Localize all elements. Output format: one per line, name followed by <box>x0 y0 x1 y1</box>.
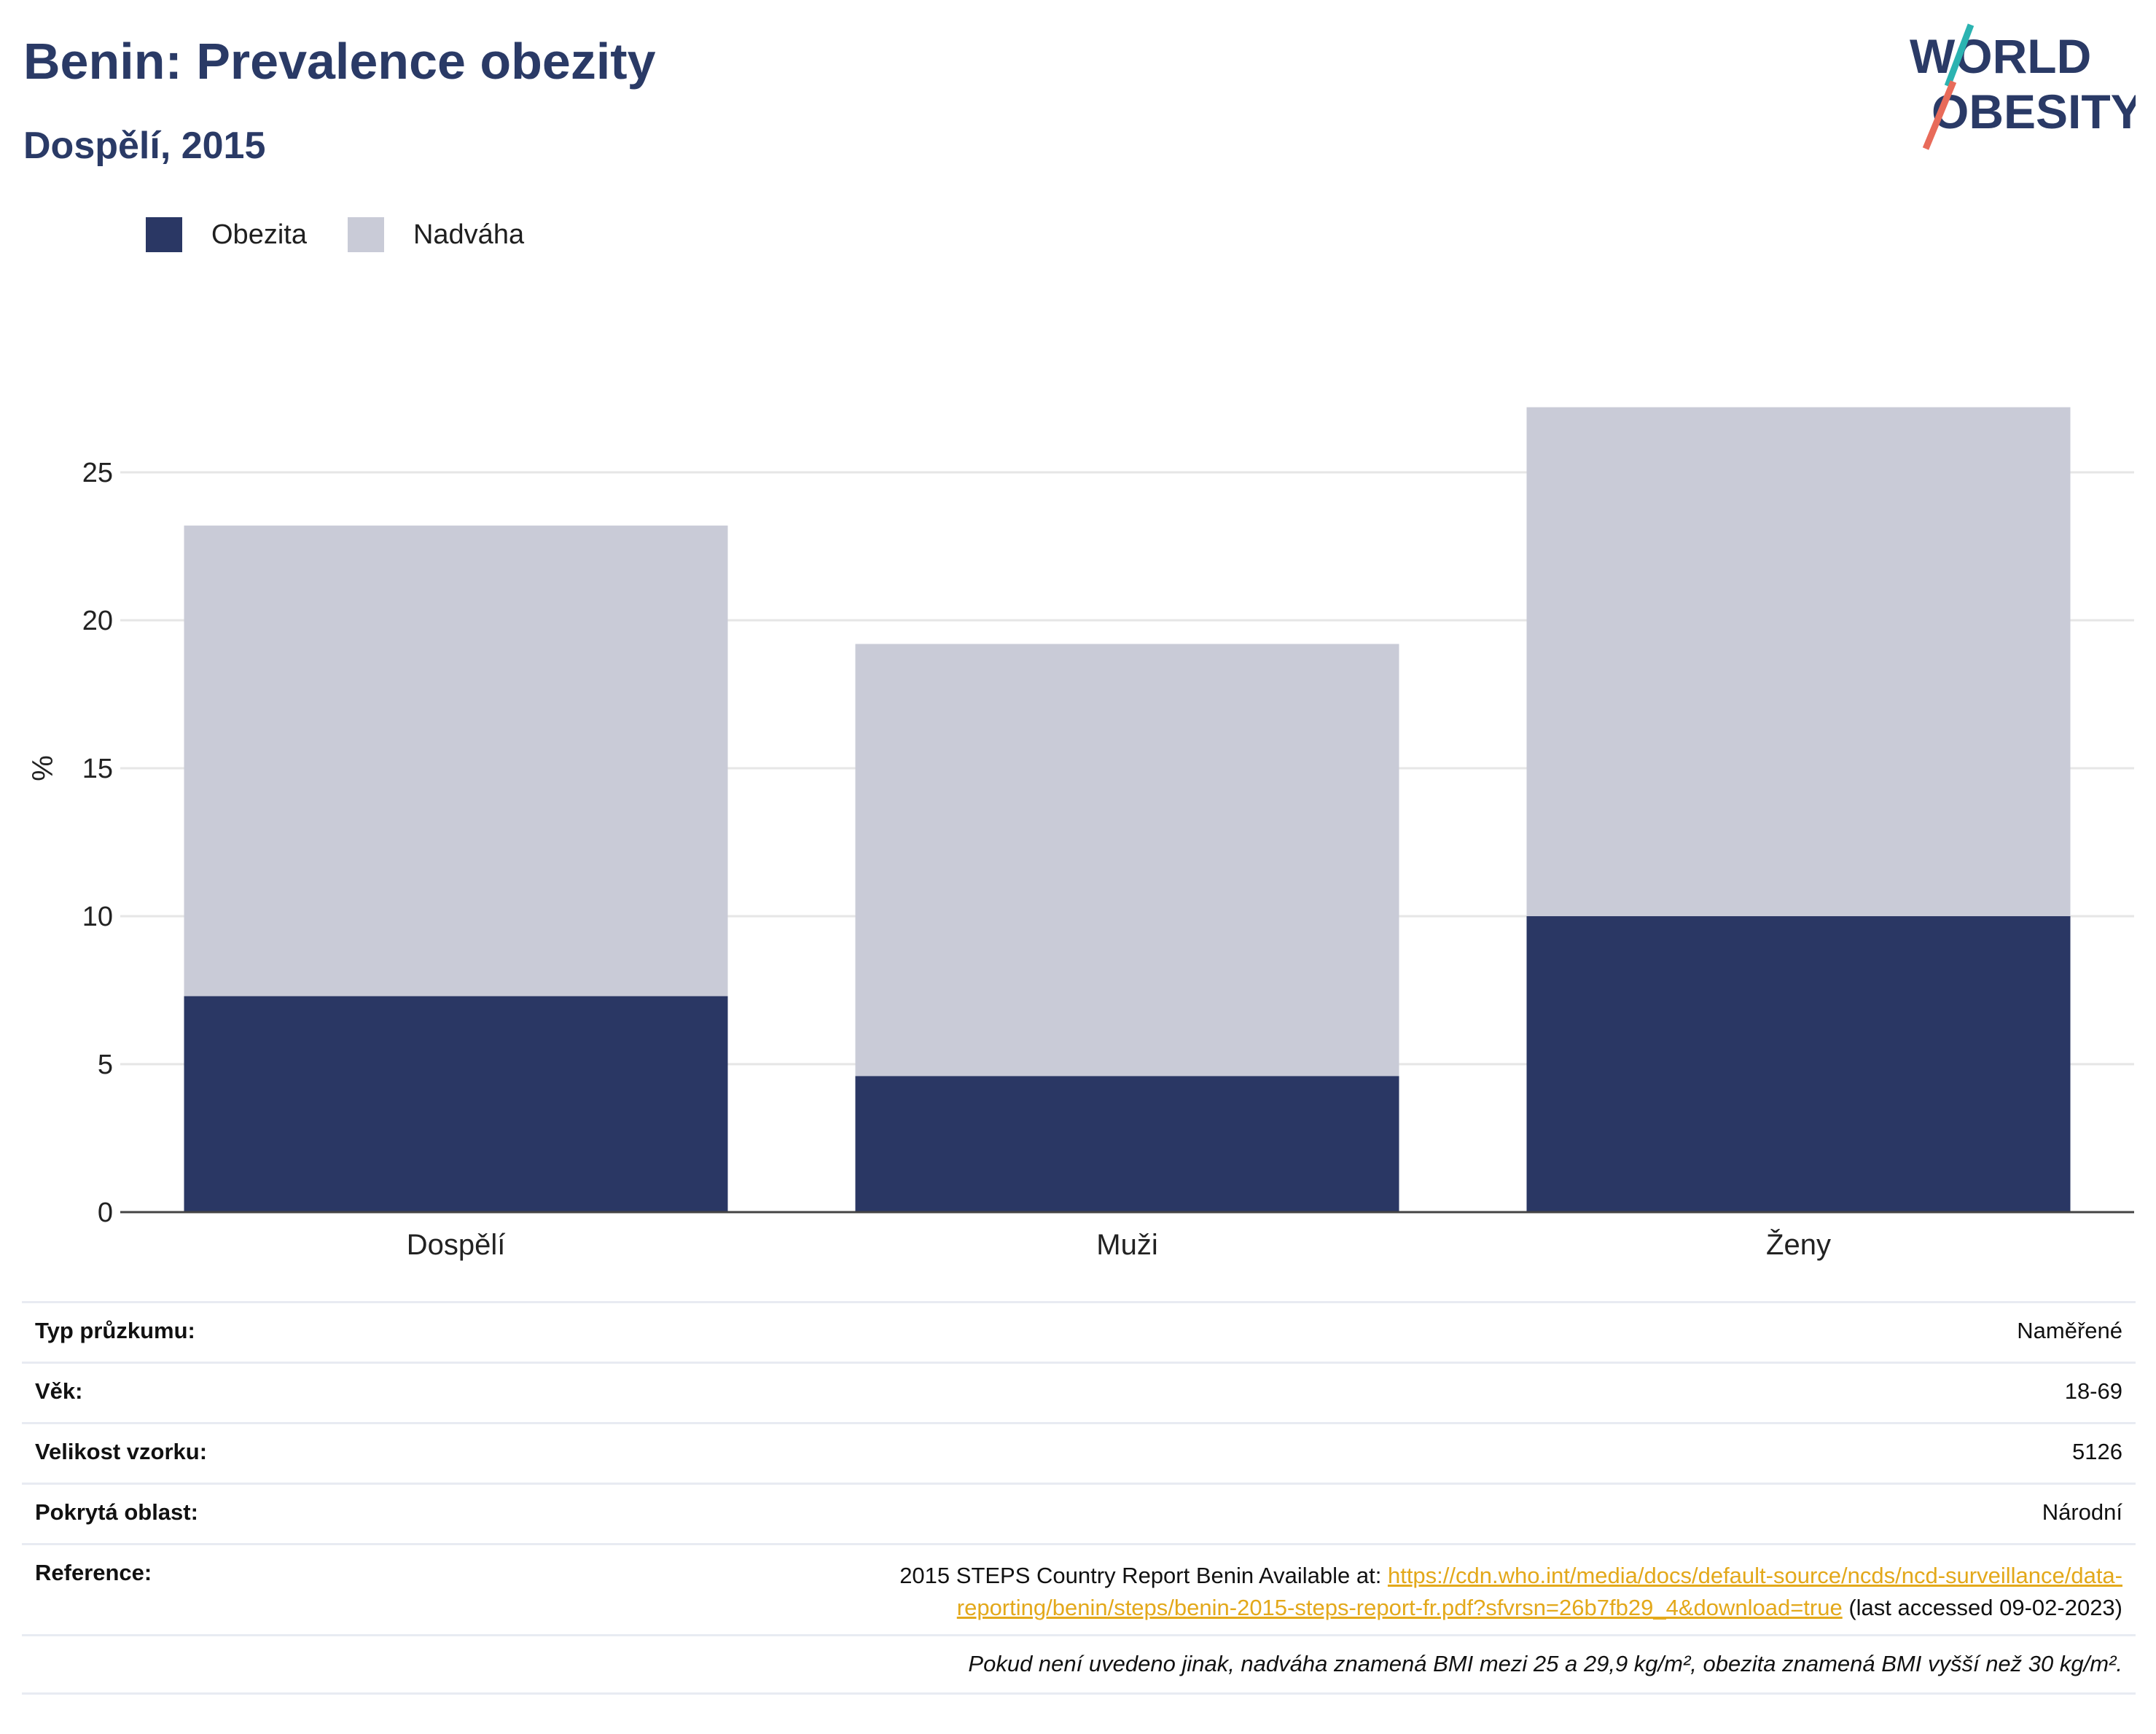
info-row-survey-type: Typ průzkumu: Naměřené <box>22 1301 2136 1362</box>
logo-line-2: OBESITY <box>1932 85 2136 138</box>
legend-swatch-obesity <box>146 217 182 252</box>
y-tick-label-20: 20 <box>82 606 113 636</box>
survey-type-label: Typ průzkumu: <box>35 1318 195 1343</box>
page-title: Benin: Prevalence obezity <box>23 33 656 90</box>
age-label: Věk: <box>35 1378 83 1404</box>
bar-obesity-1 <box>855 1076 1399 1212</box>
x-tick-label-1: Muži <box>1096 1229 1157 1261</box>
page-subtitle: Dospělí, 2015 <box>23 125 266 167</box>
reference-label: Reference: <box>35 1560 152 1585</box>
bar-overweight-1 <box>855 644 1399 1077</box>
logo-slash-coral <box>1922 80 1957 150</box>
logo-line-1: WORLD <box>1910 29 2091 83</box>
info-table: Typ průzkumu: Naměřené Věk: 18-69 Veliko… <box>22 1301 2136 1695</box>
logo-slash-teal <box>1944 23 1975 87</box>
reference-suffix: (last accessed 09-02-2023) <box>1842 1595 2122 1620</box>
world-obesity-logo: WORLD OBESITY <box>1910 23 2136 150</box>
reference-prefix: 2015 STEPS Country Report Benin Availabl… <box>899 1563 1388 1588</box>
survey-type-value: Naměřené <box>2017 1318 2122 1343</box>
legend-label-overweight: Nadváha <box>413 219 525 250</box>
bar-overweight-2 <box>1526 407 2071 916</box>
y-tick-label-25: 25 <box>82 458 113 488</box>
definition-note: Pokud není uvedeno jinak, nadváha znamen… <box>968 1651 2122 1676</box>
sample-size-value: 5126 <box>2072 1439 2122 1464</box>
legend-item-obesity[interactable]: Obezita <box>146 217 307 252</box>
bar-obesity-0 <box>184 996 728 1212</box>
info-row-age: Věk: 18-69 <box>22 1362 2136 1422</box>
reference-link-part-2[interactable]: reporting/benin/steps/benin-2015-steps-r… <box>956 1595 1843 1620</box>
info-row-note: Pokud není uvedeno jinak, nadváha znamen… <box>22 1634 2136 1695</box>
info-row-area: Pokrytá oblast: Národní <box>22 1483 2136 1543</box>
info-row-sample-size: Velikost vzorku: 5126 <box>22 1422 2136 1483</box>
legend-swatch-overweight <box>347 217 384 252</box>
reference-value: 2015 STEPS Country Report Benin Availabl… <box>446 1560 2122 1624</box>
y-tick-label-10: 10 <box>82 902 113 932</box>
legend-label-obesity: Obezita <box>211 219 307 250</box>
y-tick-label-0: 0 <box>98 1198 113 1228</box>
age-value: 18-69 <box>2064 1378 2122 1404</box>
bar-chart: 0 5 10 15 20 25% Dospělí Muži Ženy <box>27 407 2134 1261</box>
info-row-reference: Reference: 2015 STEPS Country Report Ben… <box>22 1543 2136 1634</box>
y-tick-label-15: 15 <box>82 754 113 784</box>
area-value: Národní <box>2042 1499 2122 1525</box>
x-tick-label-0: Dospělí <box>407 1229 506 1261</box>
sample-size-label: Velikost vzorku: <box>35 1439 208 1464</box>
legend-item-overweight[interactable]: Nadváha <box>347 217 525 252</box>
y-axis-label: % <box>27 755 59 781</box>
reference-link-part-1[interactable]: https://cdn.who.int/media/docs/default-s… <box>1387 1563 2122 1588</box>
chart-legend: Obezita Nadváha <box>146 217 565 252</box>
bar-obesity-2 <box>1526 916 2071 1212</box>
area-label: Pokrytá oblast: <box>35 1499 198 1525</box>
y-tick-label-5: 5 <box>98 1050 113 1080</box>
x-tick-label-2: Ženy <box>1766 1228 1831 1261</box>
bar-overweight-0 <box>184 526 728 996</box>
